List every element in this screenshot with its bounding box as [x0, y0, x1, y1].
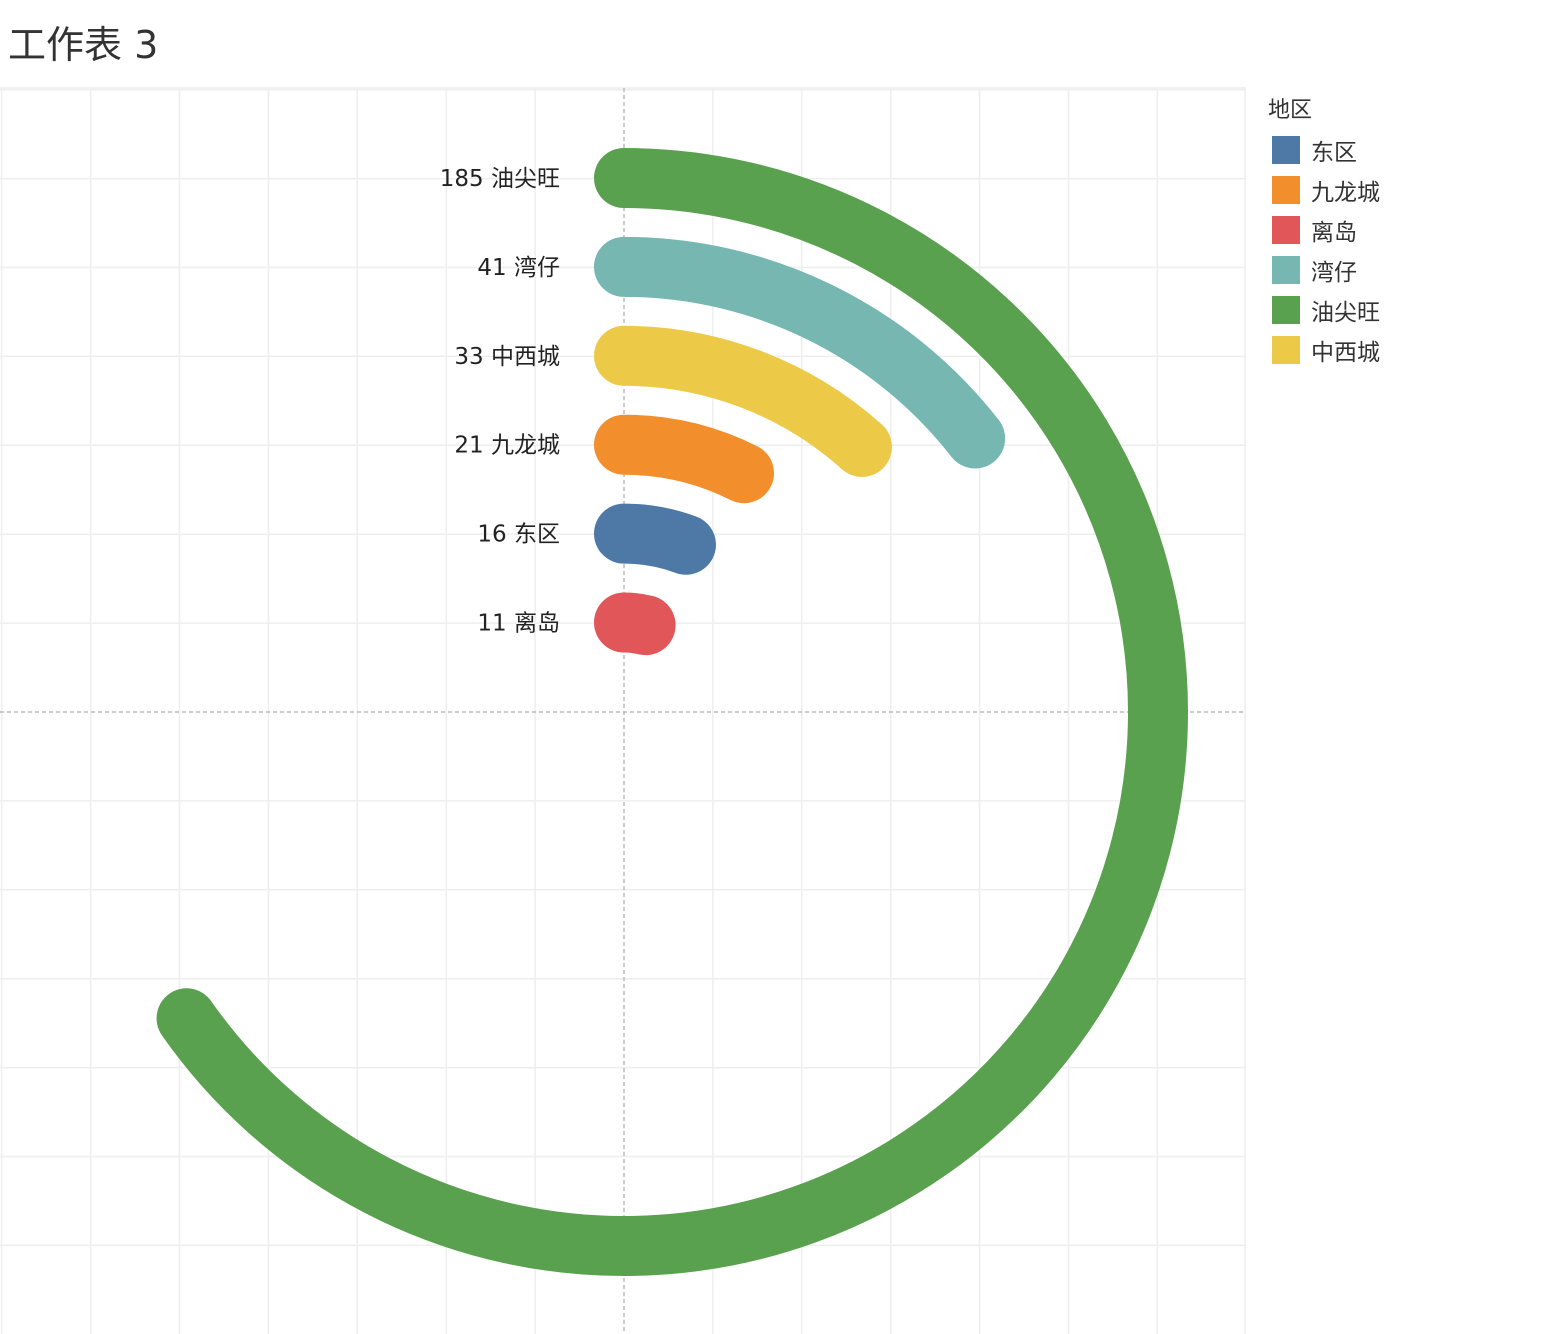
legend-item[interactable]: 中西城 [1268, 330, 1380, 370]
legend-label: 东区 [1311, 140, 1357, 166]
legend-item[interactable]: 离岛 [1268, 210, 1380, 250]
legend-swatch [1272, 216, 1300, 244]
legend-label: 中西城 [1311, 340, 1380, 366]
bar-label: 16 东区 [477, 522, 560, 548]
legend-swatch [1272, 256, 1300, 284]
arc-bar [594, 592, 676, 656]
bar-label: 185 油尖旺 [440, 166, 560, 192]
arc-bar [594, 236, 1006, 469]
legend-swatch [1272, 336, 1300, 364]
arc-bar [594, 325, 892, 477]
bar-label: 21 九龙城 [454, 433, 560, 459]
legend-item[interactable]: 油尖旺 [1268, 290, 1380, 330]
arc-bar [156, 148, 1188, 1276]
arc-bars [156, 148, 1188, 1276]
bar-label: 33 中西城 [454, 344, 560, 370]
bar-labels: 185 油尖旺 41 湾仔 33 中西城 21 九龙城 16 东区 11 离岛 [440, 166, 560, 637]
legend-label: 湾仔 [1311, 260, 1357, 286]
legend-title: 地区 [1268, 98, 1313, 123]
arc-bar [594, 503, 716, 575]
bar-label: 11 离岛 [477, 611, 560, 637]
legend-swatch [1272, 296, 1300, 324]
legend-label: 离岛 [1311, 220, 1357, 246]
arc-bar [594, 414, 774, 504]
legend-label: 九龙城 [1311, 180, 1380, 206]
legend-item[interactable]: 湾仔 [1268, 250, 1380, 290]
legend-item[interactable]: 东区 [1268, 130, 1380, 170]
legend-item[interactable]: 九龙城 [1268, 170, 1380, 210]
legend: 地区 东区九龙城离岛湾仔油尖旺中西城 [1268, 92, 1380, 370]
legend-swatch [1272, 136, 1300, 164]
legend-swatch [1272, 176, 1300, 204]
bar-label: 41 湾仔 [477, 255, 560, 281]
page-title: 工作表 3 [8, 23, 159, 67]
legend-label: 油尖旺 [1311, 300, 1380, 326]
legend-items: 东区九龙城离岛湾仔油尖旺中西城 [1268, 130, 1380, 370]
radial-bar-chart: 185 油尖旺 41 湾仔 33 中西城 21 九龙城 16 东区 11 离岛 [0, 87, 1246, 1334]
center-axes [0, 88, 1246, 1334]
